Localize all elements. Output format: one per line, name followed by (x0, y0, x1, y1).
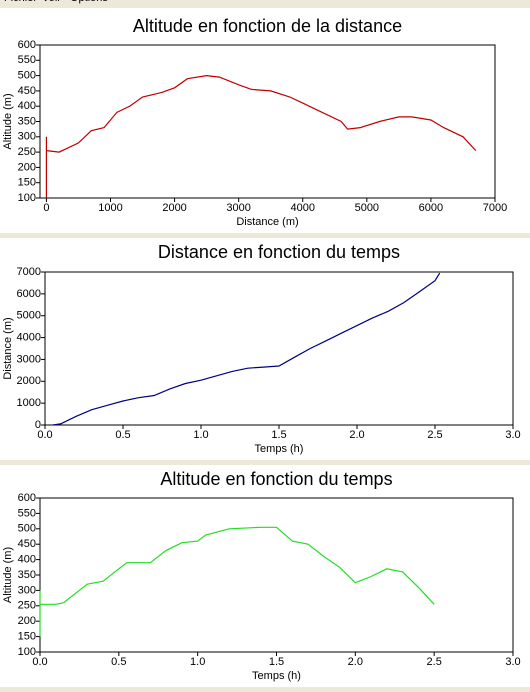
x-tick-label: 3.0 (505, 656, 520, 668)
y-tick-label: 150 (18, 177, 36, 189)
x-tick-label: 1000 (98, 202, 122, 214)
y-tick-label: 600 (18, 39, 36, 51)
x-tick-label: 0 (43, 202, 49, 214)
y-tick-label: 100 (18, 646, 36, 658)
y-tick-label: 550 (18, 507, 36, 519)
y-axis-label: Distance (m) (2, 317, 14, 379)
chart-title: Altitude en fonction du temps (160, 469, 392, 489)
menu-item[interactable]: Fichier (4, 0, 37, 4)
x-tick-label: 2000 (162, 202, 186, 214)
x-tick-label: 0.0 (37, 429, 52, 441)
y-tick-label: 5000 (17, 310, 41, 322)
y-tick-label: 250 (18, 600, 36, 612)
y-tick-label: 2000 (17, 375, 41, 387)
x-tick-label: 4000 (291, 202, 315, 214)
x-tick-label: 0.5 (111, 656, 126, 668)
y-tick-label: 600 (18, 492, 36, 504)
x-tick-label: 5000 (355, 202, 379, 214)
menu-item[interactable]: Options (70, 0, 108, 4)
x-tick-label: 2.0 (348, 656, 363, 668)
y-tick-label: 6000 (17, 288, 41, 300)
y-tick-label: 450 (18, 85, 36, 97)
y-axis-label: Altitude (m) (2, 547, 14, 603)
y-tick-label: 1000 (17, 397, 41, 409)
y-tick-label: 100 (18, 192, 36, 204)
y-tick-label: 550 (18, 54, 36, 66)
data-line (52, 272, 441, 426)
x-tick-label: 3.0 (505, 429, 520, 441)
y-tick-label: 150 (18, 631, 36, 643)
data-line (39, 526, 435, 637)
menu-bar (0, 0, 530, 6)
y-tick-label: 4000 (17, 331, 41, 343)
x-tick-label: 0.5 (115, 429, 130, 441)
y-tick-label: 450 (18, 538, 36, 550)
y-tick-label: 300 (18, 584, 36, 596)
x-tick-label: 0.0 (32, 656, 47, 668)
y-tick-label: 0 (35, 419, 41, 431)
x-tick-label: 3000 (226, 202, 250, 214)
x-axis-label: Temps (h) (252, 670, 301, 682)
y-tick-label: 400 (18, 100, 36, 112)
chart-title: Altitude en fonction de la distance (133, 16, 402, 36)
y-tick-label: 3000 (17, 353, 41, 365)
x-tick-label: 2.5 (427, 429, 442, 441)
plot-frame (39, 44, 496, 199)
y-tick-label: 200 (18, 161, 36, 173)
x-tick-label: 6000 (419, 202, 443, 214)
data-line (45, 74, 477, 198)
x-tick-label: 1.5 (271, 429, 286, 441)
y-tick-label: 350 (18, 569, 36, 581)
y-tick-label: 7000 (17, 266, 41, 278)
plot-frame (44, 271, 514, 426)
chart-title: Distance en fonction du temps (158, 242, 400, 262)
y-tick-label: 250 (18, 146, 36, 158)
plot-frame (39, 497, 514, 653)
x-tick-label: 2.5 (427, 656, 442, 668)
y-tick-label: 300 (18, 131, 36, 143)
x-axis-label: Distance (m) (236, 216, 298, 228)
x-tick-label: 7000 (483, 202, 507, 214)
y-tick-label: 500 (18, 523, 36, 535)
y-tick-label: 500 (18, 70, 36, 82)
y-tick-label: 200 (18, 615, 36, 627)
x-tick-label: 1.0 (193, 429, 208, 441)
y-axis-label: Altitude (m) (2, 93, 14, 149)
menu-item[interactable]: Voir (42, 0, 61, 4)
x-tick-label: 1.0 (190, 656, 205, 668)
x-axis-label: Temps (h) (255, 443, 304, 455)
y-tick-label: 400 (18, 554, 36, 566)
x-tick-label: 1.5 (269, 656, 284, 668)
x-tick-label: 2.0 (349, 429, 364, 441)
y-tick-label: 350 (18, 115, 36, 127)
